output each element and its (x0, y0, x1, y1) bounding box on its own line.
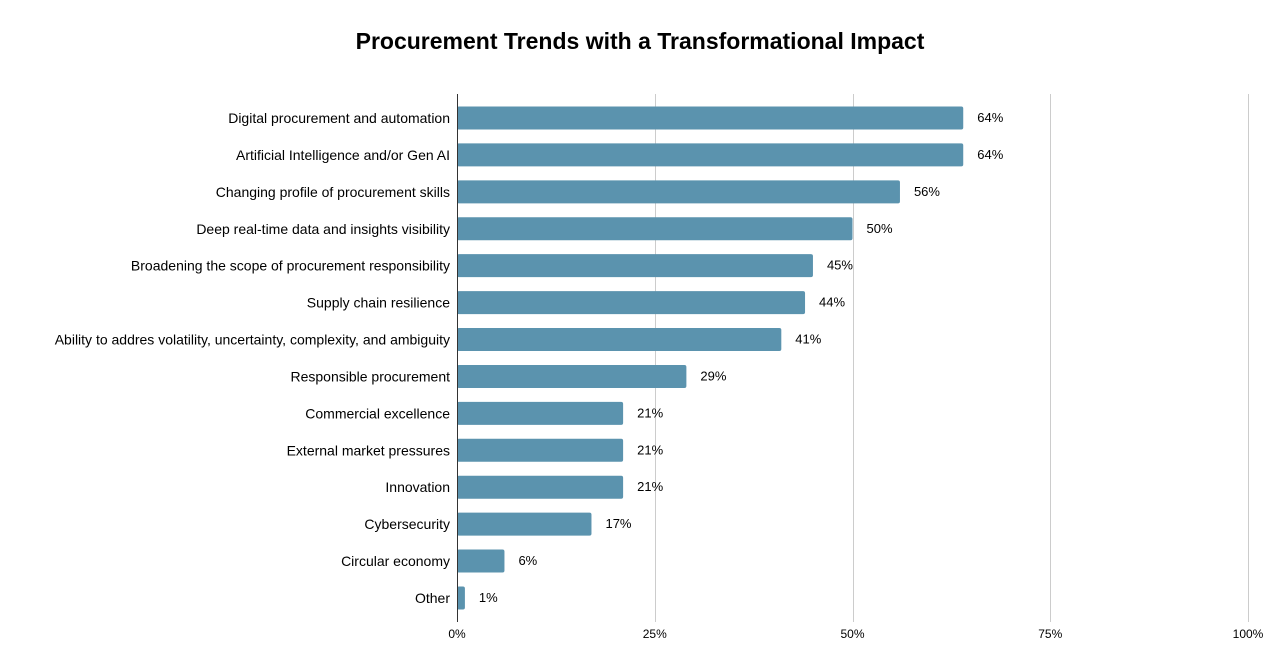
data-label: 1% (479, 590, 498, 605)
category-label: Circular economy (341, 553, 450, 569)
data-label: 56% (914, 184, 940, 199)
category-label: Broadening the scope of procurement resp… (131, 258, 450, 274)
data-label: 64% (977, 110, 1003, 125)
category-label: Changing profile of procurement skills (216, 184, 450, 200)
bar (457, 328, 782, 352)
x-tick-label: 25% (643, 627, 667, 641)
data-label: 6% (518, 553, 537, 568)
category-label: Commercial excellence (305, 405, 450, 421)
data-label: 41% (795, 332, 821, 347)
category-label: Supply chain resilience (307, 295, 450, 311)
data-label: 29% (700, 368, 726, 383)
category-label: Responsible procurement (290, 368, 450, 384)
bar (457, 475, 624, 499)
bar (457, 291, 806, 315)
category-label: Digital procurement and automation (228, 110, 450, 126)
category-label: Deep real-time data and insights visibil… (196, 221, 450, 237)
bar (457, 143, 964, 167)
category-label: Ability to addres volatility, uncertaint… (55, 332, 450, 348)
bar (457, 438, 624, 462)
data-label: 64% (977, 147, 1003, 162)
x-tick-label: 75% (1038, 627, 1062, 641)
x-tick-label: 0% (448, 627, 466, 641)
bar (457, 512, 592, 536)
bar (457, 364, 687, 388)
bar (457, 401, 624, 425)
category-label: Cybersecurity (364, 516, 450, 532)
data-label: 21% (637, 405, 663, 420)
category-label: Other (415, 590, 450, 606)
data-label: 21% (637, 442, 663, 457)
category-label: External market pressures (287, 442, 450, 458)
bar (457, 180, 900, 204)
x-tick-label: 100% (1233, 627, 1264, 641)
data-label: 21% (637, 479, 663, 494)
bar (457, 217, 853, 241)
bar (457, 549, 505, 573)
bar (457, 106, 964, 130)
data-label: 44% (819, 295, 845, 310)
data-label: 50% (867, 221, 893, 236)
bar (457, 254, 813, 278)
bar (457, 586, 465, 610)
chart-title: Procurement Trends with a Transformation… (355, 28, 925, 54)
category-label: Artificial Intelligence and/or Gen AI (236, 147, 450, 163)
category-label: Innovation (385, 479, 450, 495)
data-label: 45% (827, 258, 853, 273)
x-tick-label: 50% (840, 627, 864, 641)
data-label: 17% (605, 516, 631, 531)
